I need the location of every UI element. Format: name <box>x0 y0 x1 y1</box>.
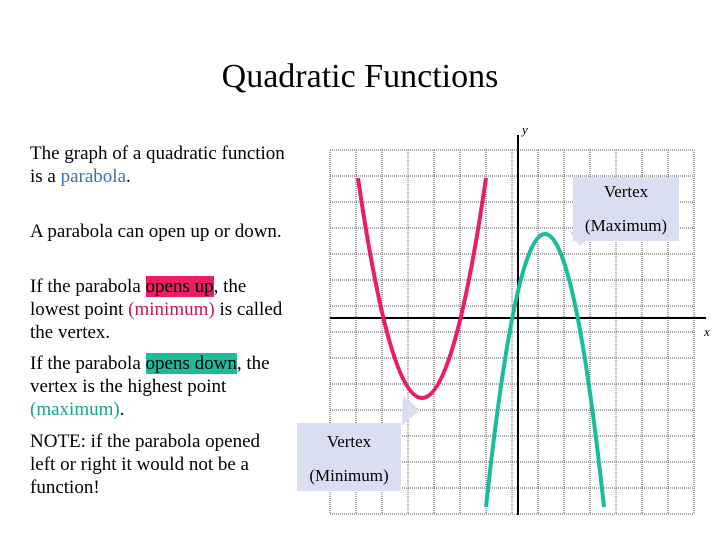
intro-text: The graph of a quadratic function is a p… <box>30 142 285 188</box>
y-axis-label: y <box>522 122 528 137</box>
open-statement: A parabola can open up or down. <box>30 221 282 242</box>
downward-parabola <box>484 232 606 508</box>
parabola-term: parabola <box>60 166 127 187</box>
opens-down-line-2: vertex is the highest point <box>30 376 227 397</box>
opens-down-text: If the parabola opens down, the vertex i… <box>30 352 270 421</box>
slide-title: Quadratic Functions <box>221 58 499 95</box>
vertex-minimum-callout: Vertex (Minimum) <box>297 423 401 491</box>
opens-down-line-1: If the parabola opens down, the <box>30 353 270 374</box>
intro-line-1: The graph of a quadratic function <box>30 143 285 164</box>
minimum-term: (minimum) <box>128 299 215 320</box>
opens-down-line-3: (maximum). <box>30 399 125 420</box>
opens-up-text: If the parabola opens up, the lowest poi… <box>30 275 282 344</box>
note-text: NOTE: if the parabola opened left or rig… <box>30 430 260 499</box>
note-line-3: function! <box>30 477 100 498</box>
vertex-max-label: Vertex <box>603 182 649 201</box>
opens-up-line-2: lowest point (minimum) is called <box>30 299 283 320</box>
maximum-label: (Maximum) <box>584 216 668 235</box>
opens-up-term: opens up <box>145 276 214 297</box>
opens-up-line-3: the vertex. <box>30 322 111 343</box>
intro-line-2: is a parabola. <box>30 166 131 187</box>
min-callout-pointer <box>402 396 420 425</box>
minimum-label: (Minimum) <box>309 466 389 485</box>
opens-down-term: opens down <box>145 353 237 374</box>
note-line-2: left or right it would not be a <box>30 454 249 475</box>
vertex-maximum-callout: Vertex (Maximum) <box>573 177 679 241</box>
vertex-min-label: Vertex <box>326 432 372 451</box>
opens-up-line-1: If the parabola opens up, the <box>30 276 247 297</box>
maximum-term: (maximum) <box>30 399 120 420</box>
note-line-1: NOTE: if the parabola opened <box>30 431 261 452</box>
x-axis-label: x <box>704 324 710 339</box>
upward-parabola <box>356 177 488 400</box>
